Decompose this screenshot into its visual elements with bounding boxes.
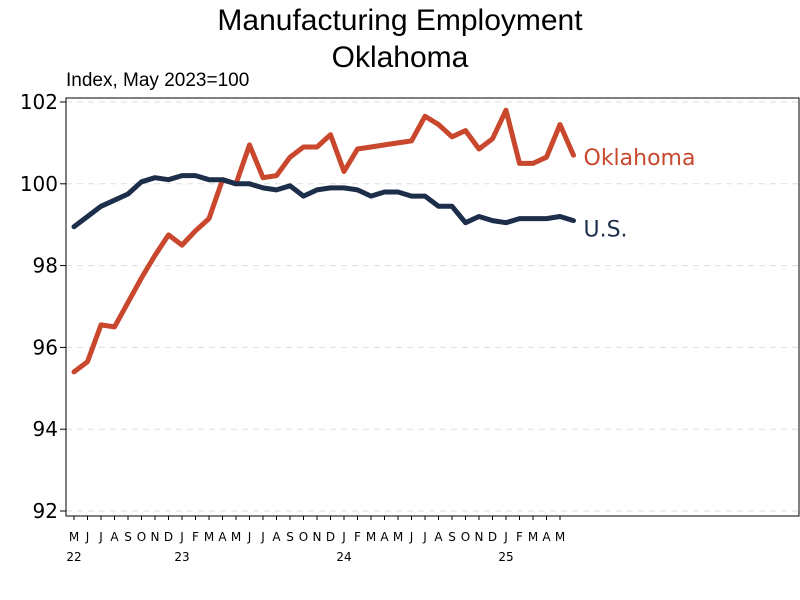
x-tick-label: N <box>151 530 160 544</box>
x-tick-label: F <box>192 530 199 544</box>
x-tick-label: M <box>204 530 214 544</box>
x-tick-label: J <box>98 530 103 544</box>
x-tick-label: S <box>448 530 456 544</box>
x-year-label: 23 <box>174 550 189 564</box>
x-tick-label: A <box>218 530 227 544</box>
x-tick-label: A <box>434 530 443 544</box>
x-year-label: 25 <box>498 550 513 564</box>
x-tick-label: O <box>461 530 470 544</box>
y-axis: 92 94 96 98 100 102 <box>20 90 66 523</box>
x-axis: M J J A S O N D J F M A M J J A S O N D J F M A M J J A S O N D J F M A M22 2… <box>66 516 565 564</box>
y-tick-label: 94 <box>33 417 58 441</box>
x-tick-label: M <box>528 530 538 544</box>
plot-area <box>65 97 800 517</box>
x-year-label: 24 <box>336 550 351 564</box>
x-tick-label: D <box>488 530 497 544</box>
y-tick-label: 102 <box>20 90 58 114</box>
series-lines <box>71 107 576 375</box>
x-tick-label: J <box>85 530 90 544</box>
x-tick-label: M <box>555 530 565 544</box>
x-tick-label: A <box>272 530 281 544</box>
x-tick-label: M <box>231 530 241 544</box>
x-tick-label: O <box>299 530 308 544</box>
y-tick-label: 96 <box>33 335 58 359</box>
series-labels: Oklahoma U.S. <box>584 146 696 242</box>
x-tick-label: A <box>542 530 551 544</box>
x-tick-label: S <box>286 530 294 544</box>
y-tick-label: 92 <box>33 499 58 523</box>
x-tick-label: O <box>137 530 146 544</box>
series-label-oklahoma: Oklahoma <box>584 146 696 171</box>
x-tick-label: M <box>366 530 376 544</box>
x-tick-label: F <box>516 530 523 544</box>
series-line-u-s <box>71 173 576 230</box>
chart-title: Manufacturing Employment <box>217 4 583 37</box>
x-tick-label: D <box>326 530 335 544</box>
y-axis-label: Index, May 2023=100 <box>66 70 249 91</box>
x-tick-label: J <box>422 530 427 544</box>
x-tick-label: J <box>341 530 346 544</box>
y-tick-label: 100 <box>20 172 58 196</box>
x-tick-label: J <box>503 530 508 544</box>
x-tick-label: A <box>380 530 389 544</box>
x-tick-label: J <box>179 530 184 544</box>
x-tick-label: J <box>247 530 252 544</box>
gridlines <box>66 101 799 512</box>
x-tick-label: S <box>124 530 132 544</box>
x-tick-label: J <box>409 530 414 544</box>
x-tick-label: N <box>475 530 484 544</box>
x-tick-label: N <box>313 530 322 544</box>
x-tick-label: F <box>354 530 361 544</box>
x-tick-label: M <box>393 530 403 544</box>
x-tick-label: M <box>69 530 79 544</box>
chart-subtitle: Oklahoma <box>332 41 469 74</box>
x-tick-label: A <box>110 530 119 544</box>
series-line-oklahoma <box>71 107 576 375</box>
series-label-u-s: U.S. <box>584 218 628 243</box>
y-tick-label: 98 <box>33 254 58 278</box>
x-tick-label: D <box>164 530 173 544</box>
x-tick-label: J <box>260 530 265 544</box>
x-year-label: 22 <box>66 550 81 564</box>
